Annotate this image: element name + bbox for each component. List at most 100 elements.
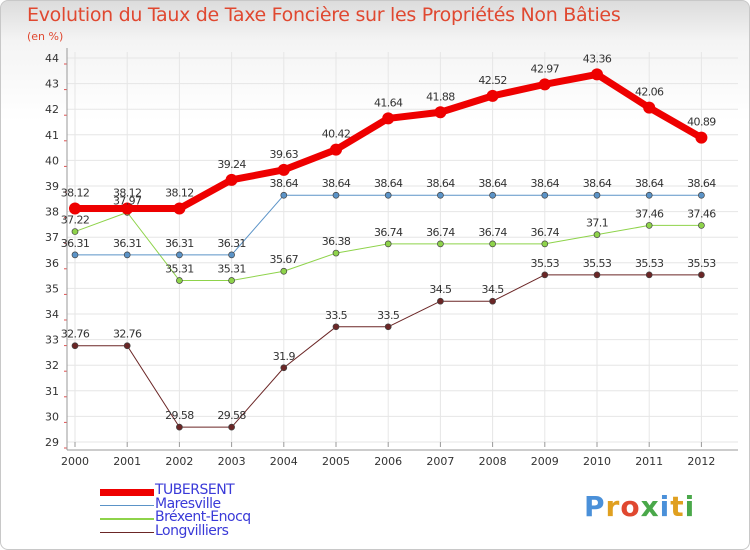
data-label: 35.67 [270,253,299,266]
data-label: 29.58 [165,409,194,422]
data-label: 35.31 [217,262,246,275]
y-tick-label: 36 [45,257,59,270]
data-label: 38.64 [635,177,664,190]
x-tick-label: 2011 [635,455,663,468]
y-tick-label: 37 [45,231,59,244]
y-tick-label: 30 [45,410,59,423]
data-point [330,143,342,156]
data-label: 36.74 [531,226,560,239]
data-label: 36.74 [478,226,507,239]
data-point [228,423,235,431]
y-tick-label: 33 [45,334,59,347]
data-label: 37.97 [113,194,142,207]
data-point [332,191,340,199]
data-point [643,101,656,114]
logo-letter: o [620,490,641,523]
x-tick-label: 2004 [270,455,298,468]
data-point [434,106,447,119]
data-point [123,342,131,350]
legend-item: Maresville [100,496,360,513]
logo-letter: x [640,490,660,523]
data-label: 35.53 [531,257,560,270]
data-point [541,271,549,279]
data-point [176,277,183,284]
data-label: 37.46 [635,207,664,220]
data-label: 35.31 [165,262,194,275]
data-point [225,173,238,186]
data-label: 41.64 [374,96,403,109]
y-tick-label: 39 [45,180,59,193]
data-point [645,271,653,279]
legend-item: TUBERSENT [100,482,360,499]
legend-label: TUBERSENT [155,482,235,498]
data-point [489,297,496,305]
x-tick-label: 2008 [479,455,507,468]
data-point [384,323,392,331]
data-label: 32.76 [61,328,90,341]
legend-swatch [100,531,154,534]
data-point [228,251,235,259]
unit-label: (en %) [27,30,64,43]
data-label: 38.64 [374,177,403,190]
data-point [489,240,496,248]
data-label: 42.06 [635,86,664,99]
data-point [437,191,444,199]
data-label: 36.31 [61,237,90,250]
data-label: 36.38 [322,235,351,248]
legend-swatch [100,488,154,496]
data-point [437,240,444,248]
data-label: 43.36 [583,52,612,65]
legend-label: Longvilliers [155,522,229,539]
data-point [71,228,79,235]
data-point [538,78,551,91]
x-tick-label: 2003 [218,455,246,468]
data-label: 39.24 [217,158,246,171]
x-tick-label: 2000 [61,455,89,468]
data-point [591,68,603,81]
data-point [541,240,549,248]
legend-swatch [100,504,154,507]
data-point [382,112,395,125]
data-point [69,202,81,215]
data-point [698,191,705,199]
legend-swatch [100,518,154,520]
data-point [384,191,392,199]
data-label: 38.12 [165,187,194,200]
data-point [695,131,708,144]
data-label: 38.64 [687,177,716,190]
y-tick-label: 43 [45,78,59,91]
data-label: 34.5 [429,283,452,296]
data-point [541,191,549,199]
data-point [437,297,444,305]
data-point [593,191,601,199]
data-label: 38.12 [113,187,142,200]
data-label: 35.53 [687,257,716,270]
logo-letter: r [605,490,621,523]
data-point [280,364,288,372]
data-label: 34.5 [482,283,505,296]
data-label: 38.64 [531,177,560,190]
x-tick-label: 2001 [113,455,141,468]
data-point [332,249,340,257]
data-label: 36.31 [113,237,142,250]
data-label: 39.63 [270,148,299,161]
data-label: 38.64 [583,177,612,190]
data-point [71,342,79,350]
y-tick-label: 38 [45,206,59,219]
x-tick-label: 2002 [165,455,193,468]
data-label: 35.53 [583,257,612,270]
data-label: 32.76 [113,328,142,341]
data-label: 33.5 [325,309,348,322]
data-label: 38.64 [322,177,351,190]
data-label: 37.46 [687,207,716,220]
y-tick-label: 40 [45,154,59,167]
data-point [593,231,601,238]
data-label: 36.74 [374,226,403,239]
logo-letter: i [659,490,671,523]
data-point [176,251,183,259]
chart-title: Evolution du Taux de Taxe Foncière sur l… [27,4,621,26]
data-label: 33.5 [377,309,400,322]
data-point [123,251,131,259]
logo-letter: P [584,490,606,523]
y-tick-label: 34 [45,308,59,321]
